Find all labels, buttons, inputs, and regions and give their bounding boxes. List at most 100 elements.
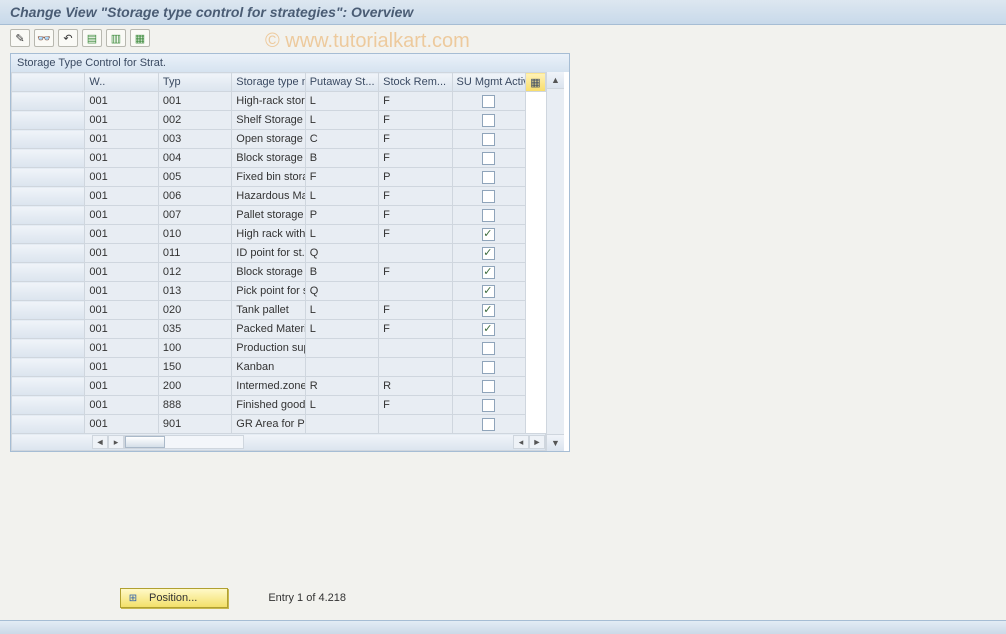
cell-name[interactable]: High rack with ID point — [232, 225, 305, 244]
cell-su-mgmt[interactable] — [452, 92, 525, 111]
cell-putaway[interactable]: L — [305, 301, 378, 320]
su-checkbox[interactable] — [482, 418, 495, 431]
row-selector[interactable] — [12, 415, 85, 434]
cell-su-mgmt[interactable] — [452, 168, 525, 187]
su-checkbox[interactable] — [482, 95, 495, 108]
cell-putaway[interactable]: F — [305, 168, 378, 187]
cell-w[interactable]: 001 — [85, 244, 158, 263]
cell-putaway[interactable]: L — [305, 111, 378, 130]
cell-w[interactable]: 001 — [85, 282, 158, 301]
cell-name[interactable]: Fixed bin storage — [232, 168, 305, 187]
row-selector[interactable] — [12, 396, 85, 415]
cell-name[interactable]: Tank pallet — [232, 301, 305, 320]
cell-w[interactable]: 001 — [85, 130, 158, 149]
cell-su-mgmt[interactable] — [452, 130, 525, 149]
cell-su-mgmt[interactable] — [452, 244, 525, 263]
cell-typ[interactable]: 003 — [158, 130, 231, 149]
table-row[interactable]: 001002Shelf StorageLF — [12, 111, 546, 130]
table-row[interactable]: 001011ID point for st.ty.010Q — [12, 244, 546, 263]
cell-name[interactable]: Pick point for st.ty.012 — [232, 282, 305, 301]
cell-stock-rem[interactable] — [379, 339, 452, 358]
su-checkbox[interactable] — [482, 266, 495, 279]
table-row[interactable]: 001012Block storage with SUsBF — [12, 263, 546, 282]
cell-stock-rem[interactable]: F — [379, 92, 452, 111]
undo-icon[interactable]: ↶ — [58, 29, 78, 47]
table-row[interactable]: 001007Pallet storagePF — [12, 206, 546, 225]
cell-stock-rem[interactable] — [379, 282, 452, 301]
cell-stock-rem[interactable]: F — [379, 263, 452, 282]
cell-name[interactable]: Finished goods — [232, 396, 305, 415]
cell-name[interactable]: Block storage — [232, 149, 305, 168]
table-row[interactable]: 001901GR Area for Production — [12, 415, 546, 434]
scroll-up-icon[interactable]: ▲ — [547, 72, 564, 89]
cell-name[interactable]: Intermed.zone 2-step pck. — [232, 377, 305, 396]
scroll-left-icon[interactable]: ▸ — [108, 435, 124, 449]
glasses-icon[interactable]: 👓 — [34, 29, 54, 47]
cell-name[interactable]: Kanban — [232, 358, 305, 377]
cell-putaway[interactable] — [305, 358, 378, 377]
cell-su-mgmt[interactable] — [452, 206, 525, 225]
cell-putaway[interactable] — [305, 415, 378, 434]
cell-name[interactable]: Production supply — [232, 339, 305, 358]
cell-stock-rem[interactable]: F — [379, 187, 452, 206]
su-checkbox[interactable] — [482, 152, 495, 165]
su-checkbox[interactable] — [482, 190, 495, 203]
cell-w[interactable]: 001 — [85, 111, 158, 130]
col-name[interactable]: Storage type name — [232, 73, 305, 92]
su-checkbox[interactable] — [482, 247, 495, 260]
scroll-right-icon[interactable]: ◂ — [513, 435, 529, 449]
table-row[interactable]: 001013Pick point for st.ty.012Q — [12, 282, 546, 301]
table-row[interactable]: 001006Hazardous MaterialsLF — [12, 187, 546, 206]
cell-w[interactable]: 001 — [85, 187, 158, 206]
cell-typ[interactable]: 004 — [158, 149, 231, 168]
cell-stock-rem[interactable]: F — [379, 111, 452, 130]
col-config-icon[interactable]: ▦ — [526, 73, 546, 92]
scroll-right-icon[interactable]: ► — [529, 435, 545, 449]
row-selector[interactable] — [12, 111, 85, 130]
cell-w[interactable]: 001 — [85, 339, 158, 358]
cell-putaway[interactable]: B — [305, 263, 378, 282]
row-selector[interactable] — [12, 187, 85, 206]
col-w[interactable]: W.. — [85, 73, 158, 92]
col-stock-rem[interactable]: Stock Rem... — [379, 73, 452, 92]
row-selector[interactable] — [12, 263, 85, 282]
cell-typ[interactable]: 020 — [158, 301, 231, 320]
cell-stock-rem[interactable]: F — [379, 320, 452, 339]
cell-su-mgmt[interactable] — [452, 301, 525, 320]
cell-su-mgmt[interactable] — [452, 111, 525, 130]
row-selector[interactable] — [12, 168, 85, 187]
table-row[interactable]: 001100Production supply — [12, 339, 546, 358]
cell-putaway[interactable]: B — [305, 149, 378, 168]
cell-typ[interactable]: 100 — [158, 339, 231, 358]
row-selector[interactable] — [12, 320, 85, 339]
cell-su-mgmt[interactable] — [452, 187, 525, 206]
cell-putaway[interactable]: P — [305, 206, 378, 225]
position-button[interactable]: ⊞ Position... — [120, 588, 228, 608]
cell-w[interactable]: 001 — [85, 149, 158, 168]
cell-typ[interactable]: 001 — [158, 92, 231, 111]
col-typ[interactable]: Typ — [158, 73, 231, 92]
cell-typ[interactable]: 888 — [158, 396, 231, 415]
cell-typ[interactable]: 010 — [158, 225, 231, 244]
cell-putaway[interactable]: R — [305, 377, 378, 396]
cell-su-mgmt[interactable] — [452, 263, 525, 282]
cell-putaway[interactable]: L — [305, 187, 378, 206]
table-row[interactable]: 001888Finished goodsLF — [12, 396, 546, 415]
cell-stock-rem[interactable] — [379, 358, 452, 377]
cell-stock-rem[interactable]: R — [379, 377, 452, 396]
cell-putaway[interactable]: Q — [305, 244, 378, 263]
cell-putaway[interactable] — [305, 339, 378, 358]
cell-putaway[interactable]: C — [305, 130, 378, 149]
cell-stock-rem[interactable]: F — [379, 149, 452, 168]
cell-su-mgmt[interactable] — [452, 339, 525, 358]
cell-name[interactable]: ID point for st.ty.010 — [232, 244, 305, 263]
cell-name[interactable]: Open storage — [232, 130, 305, 149]
cell-name[interactable]: Hazardous Materials — [232, 187, 305, 206]
cell-typ[interactable]: 200 — [158, 377, 231, 396]
su-checkbox[interactable] — [482, 209, 495, 222]
cell-stock-rem[interactable]: F — [379, 301, 452, 320]
cell-su-mgmt[interactable] — [452, 282, 525, 301]
col-su-mgmt[interactable]: SU Mgmt Active — [452, 73, 525, 92]
cell-name[interactable]: Block storage with SUs — [232, 263, 305, 282]
cell-w[interactable]: 001 — [85, 396, 158, 415]
